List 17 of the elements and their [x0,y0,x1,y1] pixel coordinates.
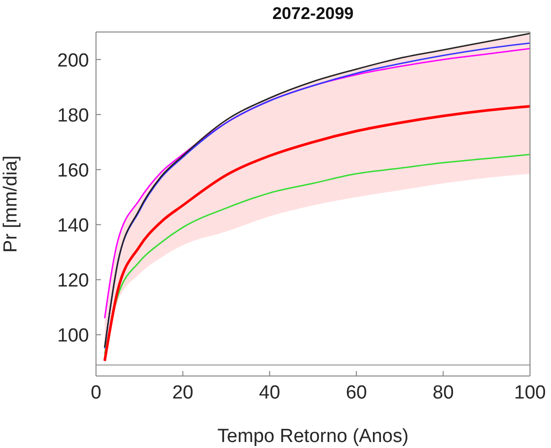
y-tick-label: 200 [57,50,89,72]
y-tick-label: 100 [57,325,89,346]
x-tick-label: 20 [172,382,194,404]
line-series [103,105,530,362]
line-series [104,154,530,355]
x-tick-label: 100 [514,382,546,404]
x-tick-label: 80 [432,382,454,404]
y-tick-label: 120 [57,270,89,292]
chart-title: 2072-2099 [271,4,355,24]
x-axis-title: Tempo Retorno (Anos) [217,426,409,447]
y-tick-label: 140 [57,215,89,236]
y-tick-label: 160 [57,160,89,182]
y-axis-title: Pr [mm/dia] [0,155,22,253]
y-tick-label: 180 [57,105,89,126]
x-tick-label: 40 [259,382,280,404]
x-tick-label: 0 [90,382,102,404]
x-tick-label: 60 [346,382,367,404]
